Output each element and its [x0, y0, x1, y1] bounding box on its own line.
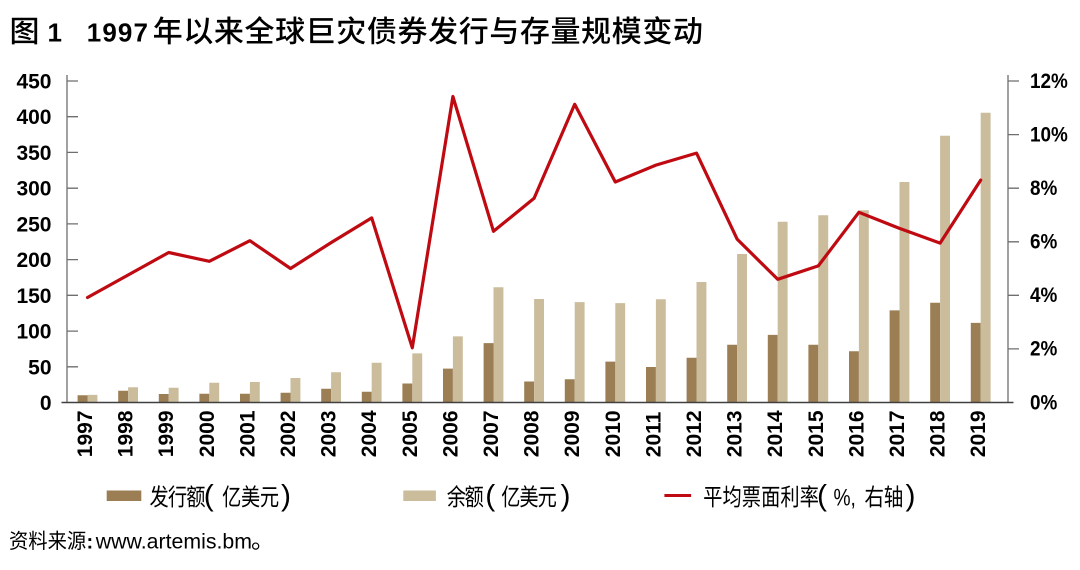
svg-text:6%: 6%: [1030, 231, 1057, 254]
svg-text:1998: 1998: [115, 410, 138, 457]
svg-text:%,: %,: [834, 483, 856, 511]
svg-text:2015: 2015: [805, 410, 828, 457]
svg-text:2001: 2001: [236, 410, 259, 457]
svg-text:(: (: [817, 480, 827, 513]
svg-text:): ): [906, 480, 916, 513]
svg-text:2008: 2008: [521, 410, 544, 457]
svg-text:350: 350: [16, 142, 51, 165]
svg-text:2009: 2009: [561, 410, 584, 457]
svg-text:200: 200: [16, 249, 51, 272]
svg-text:1997: 1997: [74, 410, 97, 457]
svg-text:): ): [281, 480, 291, 513]
svg-text:250: 250: [16, 213, 51, 236]
svg-text:8%: 8%: [1030, 177, 1057, 200]
svg-text:400: 400: [16, 106, 51, 129]
svg-text:2%: 2%: [1030, 338, 1057, 361]
svg-text:2018: 2018: [927, 410, 950, 457]
svg-text:1999: 1999: [155, 410, 178, 457]
svg-text:): ): [561, 480, 571, 513]
svg-text:1997: 1997: [87, 17, 149, 47]
svg-text:0: 0: [40, 392, 52, 415]
svg-text:2011: 2011: [642, 411, 665, 457]
svg-text:450: 450: [16, 71, 51, 94]
svg-text:2013: 2013: [724, 410, 747, 457]
svg-text:2010: 2010: [602, 410, 625, 457]
svg-text::: :: [87, 532, 94, 554]
svg-text:12%: 12%: [1030, 70, 1068, 93]
svg-text:2016: 2016: [845, 410, 868, 457]
svg-text:2003: 2003: [318, 410, 341, 457]
svg-text:2012: 2012: [683, 410, 706, 457]
svg-text:4%: 4%: [1030, 284, 1057, 307]
svg-text:www.artemis.bm: www.artemis.bm: [95, 530, 252, 554]
svg-text:10%: 10%: [1030, 123, 1068, 146]
svg-text:150: 150: [16, 285, 51, 308]
svg-text:2006: 2006: [439, 410, 462, 457]
svg-text:0%: 0%: [1030, 391, 1057, 414]
svg-text:2005: 2005: [399, 410, 422, 457]
svg-text:2014: 2014: [764, 410, 787, 457]
svg-text:2004: 2004: [358, 410, 381, 457]
svg-text:(: (: [204, 480, 214, 513]
svg-text:(: (: [485, 480, 495, 513]
svg-text:50: 50: [28, 356, 51, 379]
svg-text:2019: 2019: [967, 410, 990, 457]
svg-text:300: 300: [16, 178, 51, 201]
svg-text:2002: 2002: [277, 410, 300, 457]
svg-text:2007: 2007: [480, 410, 503, 457]
svg-text:2000: 2000: [196, 410, 219, 457]
svg-text:100: 100: [16, 321, 51, 344]
svg-text:1: 1: [48, 17, 62, 47]
svg-text:2017: 2017: [886, 410, 909, 457]
